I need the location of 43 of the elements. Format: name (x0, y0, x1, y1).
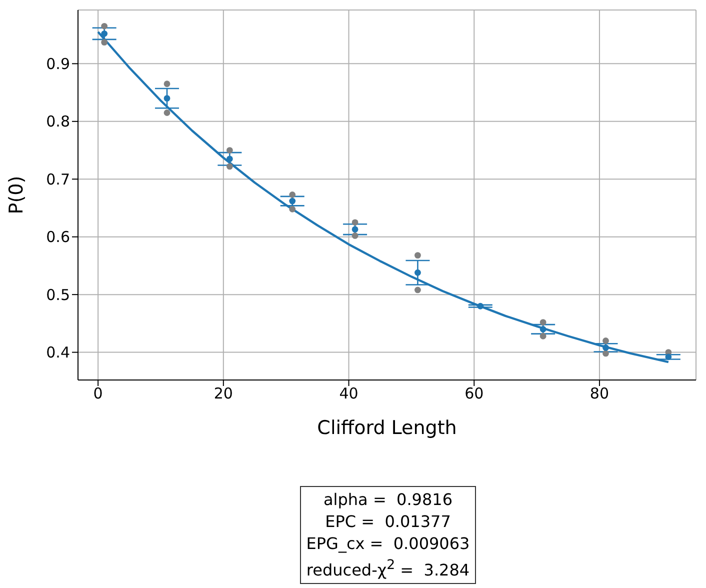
y-tick-label: 0.9 (46, 55, 70, 74)
point (540, 326, 546, 332)
point (164, 80, 170, 88)
text: alpha = 0.9816 (322, 489, 454, 511)
point (414, 286, 421, 294)
text: EPG_cx = 0.009063 (306, 533, 470, 555)
y-tick-label: 0.5 (46, 286, 70, 304)
point (602, 350, 609, 357)
point (101, 39, 108, 46)
point (164, 95, 170, 102)
x-tick-label: 80 (590, 384, 610, 403)
point (352, 226, 358, 233)
point (164, 110, 170, 116)
point (540, 332, 546, 340)
point (101, 30, 108, 37)
x-tick-label: 40 (339, 384, 358, 403)
text: EPC = 0.01377 (324, 511, 452, 533)
point (414, 252, 421, 259)
point (101, 22, 108, 30)
y-tick-label: 0.6 (46, 228, 70, 246)
y-tick-label: 0.4 (46, 344, 70, 362)
x-tick-label: 0 (93, 384, 103, 403)
point (477, 302, 484, 310)
point (352, 232, 358, 239)
x-tick-label: 60 (464, 384, 484, 403)
point (665, 354, 672, 360)
point (540, 319, 546, 326)
text: reduced-χ$^{2}$ = 3.284 (306, 557, 470, 582)
point (602, 344, 609, 351)
y-tick-label: 0.7 (46, 170, 70, 188)
point (289, 192, 296, 198)
point (226, 156, 233, 162)
point (289, 206, 296, 212)
x-tick-label: 20 (214, 384, 233, 403)
point (226, 147, 233, 154)
point (414, 269, 421, 276)
point (602, 338, 609, 344)
x-axis-title: Clifford Length (317, 417, 457, 439)
point (352, 219, 358, 226)
y-tick-label: 0.8 (46, 112, 70, 131)
point (226, 163, 233, 170)
y-axis-title: P(0) (6, 176, 28, 214)
point (289, 198, 296, 204)
